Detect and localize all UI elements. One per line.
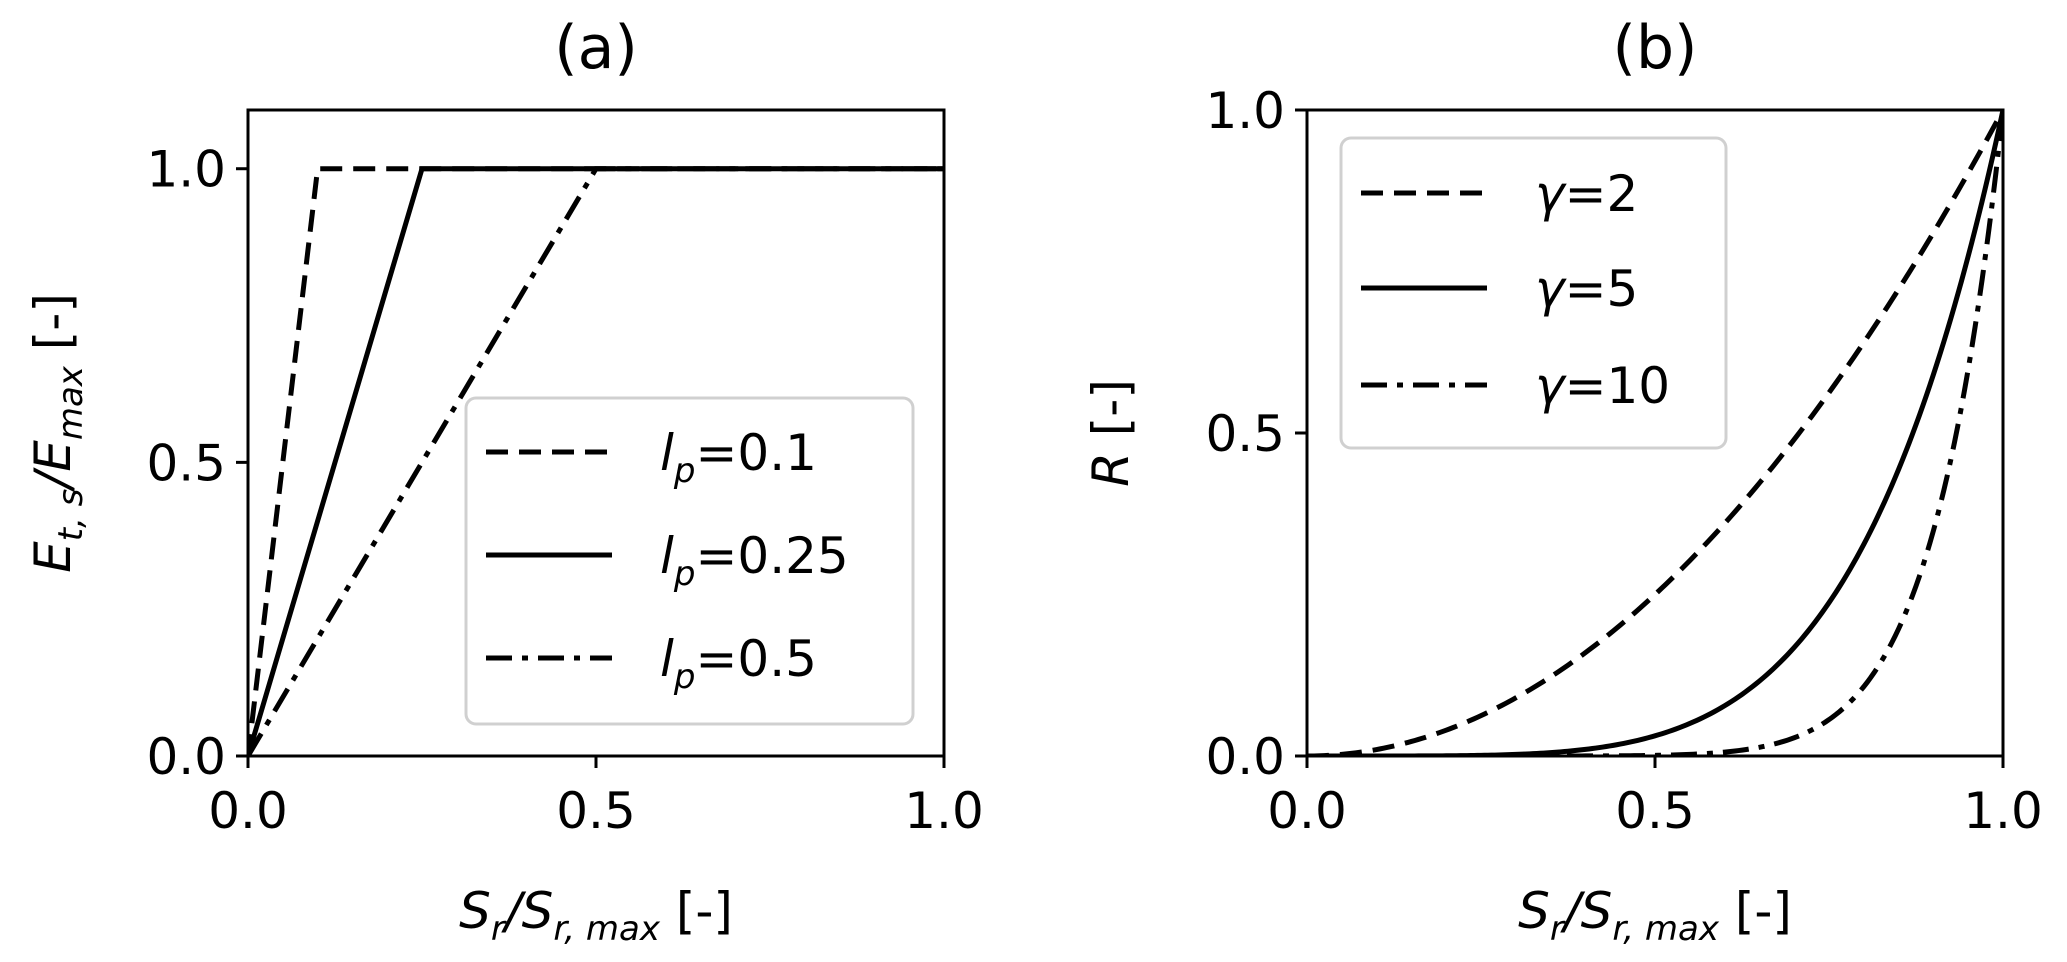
x-axis-label: Sr/Sr, max [-]	[459, 882, 733, 949]
legend-subscript: p	[673, 657, 696, 697]
legend-label-2: γ=5	[1535, 260, 1638, 318]
legend-value: =10	[1565, 357, 1671, 415]
legend-box	[464, 396, 915, 726]
legend-symbol: γ	[1535, 357, 1567, 415]
y-axis-label: Et, s/Emax [-]	[24, 293, 91, 573]
x-axis-label: Sr/Sr, max [-]	[1518, 882, 1792, 949]
legend-value: =0.25	[696, 527, 849, 585]
legend-label-3: γ=10	[1535, 357, 1670, 415]
panel-title: (a)	[554, 13, 638, 83]
x-tick-label: 1.0	[1963, 782, 2043, 840]
panel-title: (b)	[1613, 13, 1698, 83]
legend: γ=2γ=5γ=10	[1339, 136, 1728, 450]
panel-b-chart: (b) 0.0 0.5 1.0 0.0 0.5 1.0 Sr/Sr, max [-] R [-]…	[1082, 13, 2043, 949]
x-tick-label: 0.5	[1615, 782, 1695, 840]
series-group	[248, 166, 944, 756]
legend-label-2: lp=0.25	[660, 527, 849, 594]
legend-value: =0.5	[696, 630, 817, 688]
x-tick-label: 0.5	[556, 782, 636, 840]
x-tick-label: 1.0	[904, 782, 984, 840]
series-line-1	[1307, 110, 2003, 756]
panel-a-chart: (a) 0.0 0.5 1.0 0.0 0.5 1.0 Sr/Sr, max [-] Et, s…	[24, 13, 984, 949]
legend-value: =2	[1565, 165, 1639, 223]
legend-symbol: l	[660, 630, 674, 688]
y-tick-label: 0.5	[146, 434, 226, 492]
legend-label-1: γ=2	[1535, 165, 1638, 223]
legend-subscript: p	[673, 451, 696, 491]
x-tick-label: 0.0	[1267, 782, 1347, 840]
y-tick-label: 1.0	[146, 141, 226, 199]
legend-box	[1339, 136, 1728, 450]
legend-symbol: l	[660, 527, 674, 585]
legend-symbol: γ	[1535, 260, 1567, 318]
legend-value: =5	[1565, 260, 1639, 318]
legend-value: =0.1	[696, 424, 817, 482]
y-axis-label: R [-]	[1082, 379, 1140, 487]
x-tick-label: 0.0	[208, 782, 288, 840]
legend-label-1: lp=0.1	[660, 424, 817, 491]
legend-symbol: γ	[1535, 165, 1567, 223]
legend-subscript: p	[673, 554, 696, 594]
legend-label-3: lp=0.5	[660, 630, 817, 697]
y-tick-label: 0.0	[146, 728, 226, 786]
y-tick-label: 1.0	[1205, 82, 1285, 140]
y-tick-label: 0.0	[1205, 728, 1285, 786]
legend-symbol: l	[660, 424, 674, 482]
y-tick-label: 0.5	[1205, 405, 1285, 463]
series-line-3	[248, 166, 944, 756]
